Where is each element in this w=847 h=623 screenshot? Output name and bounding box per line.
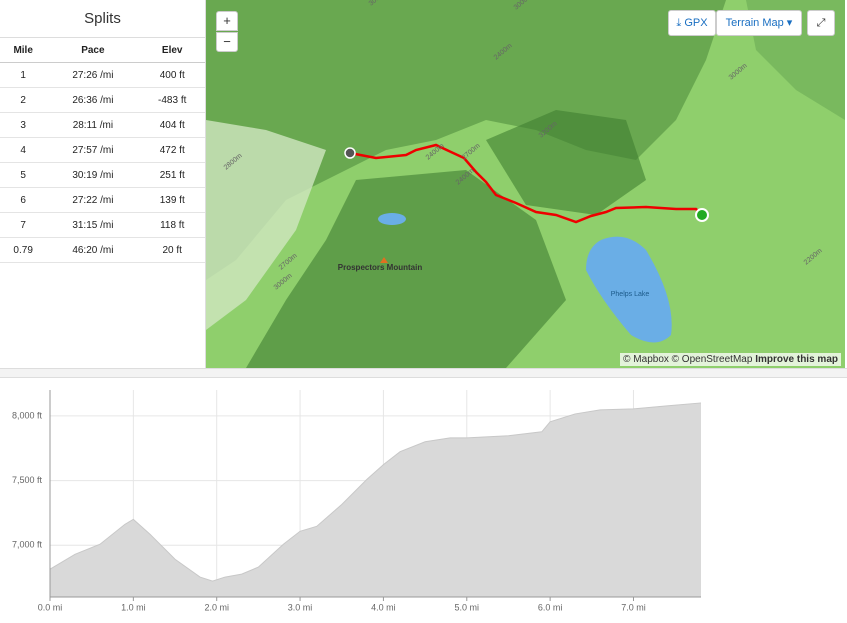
layer-select[interactable]: Terrain Map ▾ — [716, 10, 802, 36]
split-row: 1 27:26 /mi 400 ft — [0, 62, 205, 88]
split-cell: 5 — [0, 162, 47, 188]
x-tick-label: 0.0 mi — [38, 602, 63, 612]
gpx-label: GPX — [684, 17, 708, 29]
split-row: 2 26:36 /mi -483 ft — [0, 87, 205, 113]
attribution: © Mapbox © OpenStreetMap Improve this ma… — [620, 353, 841, 366]
split-cell: 400 ft — [139, 62, 205, 88]
improve-link[interactable]: Improve this map — [755, 354, 838, 365]
split-cell: 27:26 /mi — [46, 62, 140, 88]
split-row: 5 30:19 /mi 251 ft — [0, 162, 205, 188]
x-tick-label: 4.0 mi — [371, 602, 396, 612]
column-header: Pace — [46, 38, 140, 63]
split-row: 4 27:57 /mi 472 ft — [0, 137, 205, 163]
map-label: Prospectors Mountain — [338, 263, 423, 272]
elevation-chart: 7,000 ft 7,500 ft 8,000 ft 0.0 mi 1.0 mi 2.0 … — [12, 390, 702, 612]
resize-handle[interactable] — [0, 368, 847, 378]
start-marker — [695, 208, 709, 222]
y-tick-label: 7,500 ft — [12, 475, 43, 485]
split-cell: 404 ft — [139, 112, 205, 138]
finish-marker — [344, 147, 356, 159]
peak-icon — [380, 257, 388, 263]
elevation-line — [49, 402, 702, 582]
lake-label: Phelps Lake — [611, 291, 650, 298]
split-cell: 46:20 /mi — [46, 237, 140, 263]
split-cell: 27:57 /mi — [46, 137, 140, 163]
contour-label: 3000m — [513, 0, 534, 12]
split-cell: 1 — [0, 62, 47, 88]
x-tick-label: 3.0 mi — [288, 602, 313, 612]
ridge — [486, 110, 646, 215]
split-cell: 2 — [0, 87, 47, 113]
column-header: Elev — [139, 38, 205, 63]
route — [349, 143, 703, 224]
split-cell: 30:19 /mi — [46, 162, 140, 188]
area-fill — [50, 402, 701, 597]
split-cell: 0.79 — [0, 237, 47, 263]
split-cell: 118 ft — [139, 212, 205, 238]
split-cell: 7 — [0, 212, 47, 238]
split-cell: 3 — [0, 112, 47, 138]
split-row: 7 31:15 /mi 118 ft — [0, 212, 205, 238]
layer-label: Terrain Map — [725, 17, 784, 29]
split-cell: 26:36 /mi — [46, 87, 140, 113]
lake — [586, 236, 672, 343]
split-row: 0.79 46:20 /mi 20 ft — [0, 237, 205, 263]
fullscreen-button[interactable]: ⤢ — [807, 10, 835, 36]
split-cell: 20 ft — [139, 237, 205, 263]
split-cell: 139 ft — [139, 187, 205, 213]
ridge — [246, 170, 566, 368]
x-tick-label: 5.0 mi — [455, 602, 480, 612]
lake — [378, 213, 406, 225]
attribution-text: © Mapbox © OpenStreetMap — [623, 354, 753, 365]
zoom-out[interactable]: − — [216, 32, 238, 52]
column-header: Mile — [0, 38, 47, 63]
x-tick-label: 1.0 mi — [121, 602, 146, 612]
map[interactable]: Prospectors Mountain Phelps Lake 3000m30… — [206, 0, 845, 368]
splits-panel: Splits Mile Pace Elev 1 27:26 /mi 400 ft 2 26:… — [0, 0, 206, 368]
split-row: 6 27:22 /mi 139 ft — [0, 187, 205, 213]
split-cell: 28:11 /mi — [46, 112, 140, 138]
y-tick-label: 8,000 ft — [12, 410, 43, 420]
map-canvas: Prospectors Mountain Phelps Lake 3000m30… — [206, 0, 845, 368]
x-tick-label: 6.0 mi — [538, 602, 563, 612]
gpx-button[interactable]: ⤓ GPX — [668, 10, 716, 36]
split-cell: -483 ft — [139, 87, 205, 113]
y-tick-label: 7,000 ft — [12, 540, 43, 550]
split-cell: 472 ft — [139, 137, 205, 163]
ridge — [206, 0, 726, 280]
split-cell: 31:15 /mi — [46, 212, 140, 238]
split-cell: 251 ft — [139, 162, 205, 188]
split-row: 3 28:11 /mi 404 ft — [0, 112, 205, 138]
mountain-label: Prospectors Mountain — [338, 263, 423, 272]
snowfield — [206, 120, 326, 330]
split-cell: 27:22 /mi — [46, 187, 140, 213]
splits-title: Splits — [0, 0, 205, 38]
splits-table: Mile Pace Elev 1 27:26 /mi 400 ft 2 26:36 /mi -… — [0, 38, 205, 263]
header-row: Mile Pace Elev — [0, 38, 205, 63]
split-cell: 4 — [0, 137, 47, 163]
x-tick-label: 7.0 mi — [621, 602, 646, 612]
zoom-in[interactable]: + — [216, 11, 238, 31]
x-tick-label: 2.0 mi — [204, 602, 229, 612]
table-body: 1 27:26 /mi 400 ft 2 26:36 /mi -483 ft 3 28:11 … — [0, 62, 205, 263]
split-cell: 6 — [0, 187, 47, 213]
